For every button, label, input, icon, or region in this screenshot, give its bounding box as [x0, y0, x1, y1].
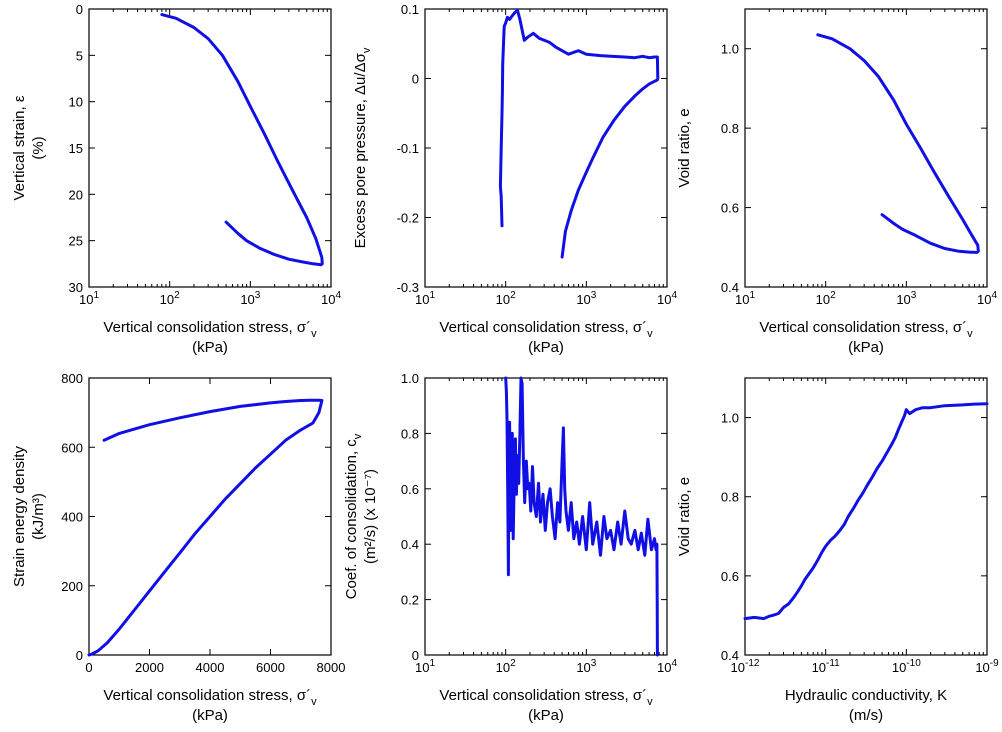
y-tick-label: 0.1	[401, 2, 419, 17]
y-axis-label: Vertical strain, ε	[11, 95, 28, 200]
x-tick-label: 102	[496, 658, 516, 675]
chart-panel-4: 0 2000 4000 6000 8000 0 200 400 600 800 Vertical c…	[11, 371, 345, 724]
y-axis-label: Void ratio, e	[676, 477, 693, 556]
y-tick-label: 20	[69, 187, 83, 202]
y-tick-label: 1.0	[721, 42, 739, 57]
y-tick-label: 1.0	[401, 371, 419, 386]
chart-panel-5: 101 102 103 104 0 0.2 0.4 0.6 0.8 1.0 Vertical con…	[343, 371, 677, 724]
y-tick-label: 800	[61, 371, 83, 386]
y-tick-label: 400	[61, 510, 83, 525]
chart-panel-2: 101 102 103 104 0.1 0 -0.1 -0.2 -0.3 Vertical con…	[352, 2, 677, 356]
y-axis-label: (%)	[30, 136, 47, 159]
y-axis-label: Coef. of consolidation, cv	[343, 433, 364, 599]
data-series-line	[504, 376, 659, 657]
x-tick-label: 103	[576, 658, 596, 675]
y-tick-label: 0.8	[401, 426, 419, 441]
x-tick-label: 101	[735, 290, 755, 307]
x-axis-label: (kPa)	[528, 707, 564, 724]
x-tick-label: 2000	[135, 660, 164, 675]
y-tick-label: 25	[69, 234, 83, 249]
x-tick-label: 10-9	[975, 658, 999, 675]
y-axis-label: (m²/s) (x 10⁻⁷)	[362, 469, 379, 564]
y-tick-label: 0.2	[401, 593, 419, 608]
y-tick-label: 0.6	[721, 569, 739, 584]
x-tick-label: 102	[160, 290, 180, 307]
x-tick-label: 101	[415, 290, 435, 307]
y-tick-label: 0.8	[721, 490, 739, 505]
data-series-line	[498, 8, 660, 259]
x-tick-label: 6000	[256, 660, 285, 675]
chart-panel-3: 101 102 103 104 0.4 0.6 0.8 1.0 Vertical consoli…	[676, 8, 997, 356]
x-tick-label: 104	[657, 290, 677, 307]
y-tick-label: -0.1	[397, 141, 419, 156]
x-axis-label: Vertical consolidation stress, σ´v	[439, 687, 653, 708]
y-tick-label: 15	[69, 141, 83, 156]
data-series-line	[160, 13, 324, 267]
x-axis-label: (kPa)	[848, 339, 884, 356]
x-axis-label: (kPa)	[192, 707, 228, 724]
x-tick-label: 10-12	[731, 658, 760, 675]
y-axis-label: Strain energy density	[11, 446, 28, 587]
y-tick-label: 0.4	[721, 648, 739, 663]
y-tick-label: 0.8	[721, 121, 739, 136]
x-axis-label: (kPa)	[192, 339, 228, 356]
y-tick-label: 30	[69, 280, 83, 295]
y-axis-label: (kJ/m³)	[30, 493, 47, 540]
x-tick-label: 103	[576, 290, 596, 307]
x-axis-label: (kPa)	[528, 339, 564, 356]
x-tick-label: 102	[496, 290, 516, 307]
y-tick-label: 200	[61, 579, 83, 594]
x-axis-label: Vertical consolidation stress, σ´v	[439, 319, 653, 340]
y-axis-label: Excess pore pressure, Δu/Δσv	[352, 47, 373, 248]
x-tick-label: 10-11	[812, 658, 841, 675]
x-tick-label: 103	[896, 290, 916, 307]
y-tick-label: 0	[76, 648, 83, 663]
y-tick-label: 600	[61, 440, 83, 455]
x-axis-label: (m/s)	[849, 707, 883, 724]
plot-frame	[88, 8, 332, 288]
data-series-line	[87, 398, 324, 657]
plot-frame	[744, 8, 988, 288]
x-axis-label: Vertical consolidation stress, σ´v	[103, 319, 317, 340]
y-tick-label: 0.4	[401, 537, 419, 552]
x-tick-label: 0	[85, 660, 92, 675]
x-tick-label: 104	[321, 290, 341, 307]
x-tick-label: 4000	[196, 660, 225, 675]
data-series-line	[816, 33, 980, 254]
y-tick-label: 0	[412, 648, 419, 663]
y-tick-label: 0.6	[721, 201, 739, 216]
x-tick-label: 10-10	[892, 658, 921, 675]
x-tick-label: 101	[415, 658, 435, 675]
y-tick-label: -0.3	[397, 280, 419, 295]
y-tick-label: -0.2	[397, 211, 419, 226]
y-tick-label: 5	[76, 48, 83, 63]
y-tick-label: 0.4	[721, 280, 739, 295]
y-tick-label: 10	[69, 95, 83, 110]
y-tick-label: 1.0	[721, 411, 739, 426]
x-axis-label: Vertical consolidation stress, σ´v	[759, 319, 973, 340]
data-series-line	[743, 402, 989, 621]
y-tick-label: 0	[412, 72, 419, 87]
x-axis-label: Hydraulic conductivity, K	[785, 687, 947, 704]
x-tick-label: 102	[816, 290, 836, 307]
plot-frame	[744, 377, 988, 656]
plot-frame	[424, 377, 668, 656]
plot-frame	[424, 8, 668, 288]
chart-panel-6: 10-12 10-11 10-10 10-9 0.4 0.6 0.8 1.0 Hydraulic…	[676, 377, 999, 724]
chart-panel-1: 101 102 103 104 0 5 10 15 20 25 30 Vertical consoli…	[11, 2, 341, 356]
x-tick-label: 104	[657, 658, 677, 675]
x-tick-label: 101	[79, 290, 99, 307]
y-tick-label: 0	[76, 2, 83, 17]
y-axis-label: Void ratio, e	[676, 108, 693, 187]
x-axis-label: Vertical consolidation stress, σ´v	[103, 687, 317, 708]
y-tick-label: 0.6	[401, 482, 419, 497]
x-tick-label: 104	[977, 290, 997, 307]
x-tick-label: 103	[240, 290, 260, 307]
x-tick-label: 8000	[317, 660, 346, 675]
